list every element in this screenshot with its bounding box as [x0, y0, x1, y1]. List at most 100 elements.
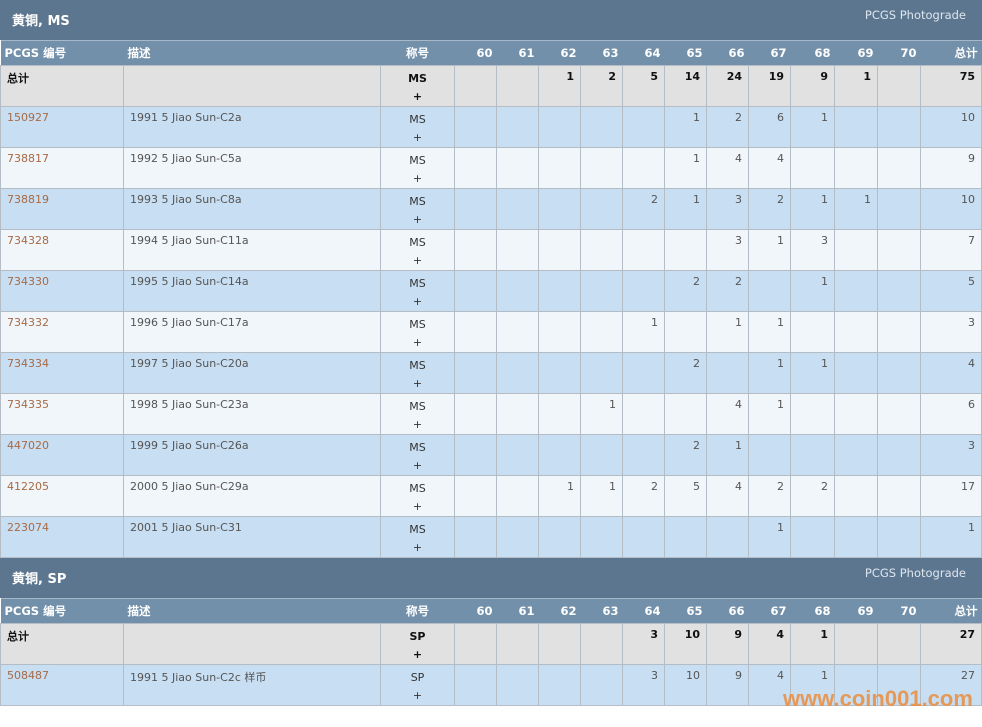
header-grade-67[interactable]: 67	[748, 40, 791, 66]
row-total[interactable]: 3	[920, 311, 982, 353]
header-pcgs-number[interactable]: PCGS 编号	[0, 598, 124, 624]
row-total[interactable]: 3	[920, 434, 982, 476]
photograde-link[interactable]: PCGS Photograde	[864, 566, 966, 580]
grade-65-count[interactable]: 5	[664, 475, 707, 517]
header-grade-61[interactable]: 61	[496, 598, 539, 624]
grade-64-count[interactable]: 3	[622, 623, 665, 665]
row-total[interactable]: 75	[920, 65, 982, 107]
grade-63-count[interactable]: 1	[580, 393, 623, 435]
grade-65-count[interactable]: 10	[664, 623, 707, 665]
grade-67-count[interactable]: 2	[748, 188, 791, 230]
header-description[interactable]: 描述	[123, 40, 381, 66]
row-total[interactable]: 27	[920, 664, 982, 706]
header-pcgs-number[interactable]: PCGS 编号	[0, 40, 124, 66]
plus-toggle[interactable]: +	[412, 689, 423, 702]
grade-62-count[interactable]: 1	[538, 65, 581, 107]
grade-67-count[interactable]: 1	[748, 311, 791, 353]
grade-68-count[interactable]: 1	[790, 352, 835, 394]
row-total[interactable]: 1	[920, 516, 982, 558]
plus-toggle[interactable]: +	[412, 131, 423, 144]
header-grade-63[interactable]: 63	[580, 598, 623, 624]
grade-67-count[interactable]: 1	[748, 229, 791, 271]
grade-67-count[interactable]: 1	[748, 352, 791, 394]
header-grade-70[interactable]: 70	[877, 40, 921, 66]
grade-66-count[interactable]: 9	[706, 623, 749, 665]
plus-toggle[interactable]: +	[412, 213, 423, 226]
header-grade-63[interactable]: 63	[580, 40, 623, 66]
grade-67-count[interactable]: 19	[748, 65, 791, 107]
grade-68-count[interactable]: 9	[790, 65, 835, 107]
grade-63-count[interactable]: 1	[580, 475, 623, 517]
grade-68-count[interactable]: 2	[790, 475, 835, 517]
grade-69-count[interactable]: 1	[834, 65, 878, 107]
pcgs-number-link[interactable]: 447020	[7, 439, 49, 452]
grade-65-count[interactable]: 14	[664, 65, 707, 107]
plus-toggle[interactable]: +	[412, 295, 423, 308]
row-total[interactable]: 9	[920, 147, 982, 189]
header-grade-60[interactable]: 60	[454, 598, 497, 624]
header-grade-67[interactable]: 67	[748, 598, 791, 624]
plus-toggle[interactable]: +	[412, 336, 423, 349]
grade-65-count[interactable]: 1	[664, 106, 707, 148]
pcgs-number-link[interactable]: 734328	[7, 234, 49, 247]
plus-toggle[interactable]: +	[412, 254, 423, 267]
grade-68-count[interactable]: 1	[790, 188, 835, 230]
grade-67-count[interactable]: 1	[748, 393, 791, 435]
header-grade-66[interactable]: 66	[706, 40, 749, 66]
header-grade-62[interactable]: 62	[538, 40, 581, 66]
grade-66-count[interactable]: 4	[706, 147, 749, 189]
grade-66-count[interactable]: 24	[706, 65, 749, 107]
grade-65-count[interactable]: 2	[664, 434, 707, 476]
header-grade-64[interactable]: 64	[622, 598, 665, 624]
row-total[interactable]: 7	[920, 229, 982, 271]
grade-69-count[interactable]: 1	[834, 188, 878, 230]
plus-toggle[interactable]: +	[412, 90, 423, 103]
header-designation[interactable]: 称号	[380, 40, 455, 66]
plus-toggle[interactable]: +	[412, 418, 423, 431]
grade-66-count[interactable]: 2	[706, 106, 749, 148]
row-total[interactable]: 10	[920, 106, 982, 148]
header-grade-69[interactable]: 69	[834, 598, 878, 624]
header-grade-66[interactable]: 66	[706, 598, 749, 624]
pcgs-number-link[interactable]: 734335	[7, 398, 49, 411]
pcgs-number-link[interactable]: 150927	[7, 111, 49, 124]
header-grade-60[interactable]: 60	[454, 40, 497, 66]
grade-64-count[interactable]: 2	[622, 188, 665, 230]
header-grade-70[interactable]: 70	[877, 598, 921, 624]
pcgs-number-link[interactable]: 412205	[7, 480, 49, 493]
header-grade-69[interactable]: 69	[834, 40, 878, 66]
header-description[interactable]: 描述	[123, 598, 381, 624]
header-total[interactable]: 总计	[920, 598, 982, 624]
grade-66-count[interactable]: 2	[706, 270, 749, 312]
pcgs-number-link[interactable]: 508487	[7, 669, 49, 682]
grade-65-count[interactable]: 10	[664, 664, 707, 706]
row-total[interactable]: 17	[920, 475, 982, 517]
row-total[interactable]: 27	[920, 623, 982, 665]
grade-68-count[interactable]: 1	[790, 106, 835, 148]
grade-65-count[interactable]: 2	[664, 352, 707, 394]
grade-64-count[interactable]: 3	[622, 664, 665, 706]
grade-68-count[interactable]: 3	[790, 229, 835, 271]
grade-66-count[interactable]: 9	[706, 664, 749, 706]
pcgs-number-link[interactable]: 738817	[7, 152, 49, 165]
grade-67-count[interactable]: 4	[748, 623, 791, 665]
pcgs-number-link[interactable]: 734332	[7, 316, 49, 329]
plus-toggle[interactable]: +	[412, 459, 423, 472]
header-grade-62[interactable]: 62	[538, 598, 581, 624]
pcgs-number-link[interactable]: 734334	[7, 357, 49, 370]
grade-65-count[interactable]: 1	[664, 188, 707, 230]
grade-66-count[interactable]: 1	[706, 434, 749, 476]
grade-66-count[interactable]: 1	[706, 311, 749, 353]
grade-62-count[interactable]: 1	[538, 475, 581, 517]
grade-68-count[interactable]: 1	[790, 623, 835, 665]
photograde-link[interactable]: PCGS Photograde	[864, 8, 966, 22]
grade-67-count[interactable]: 6	[748, 106, 791, 148]
grade-67-count[interactable]: 2	[748, 475, 791, 517]
grade-66-count[interactable]: 3	[706, 188, 749, 230]
grade-64-count[interactable]: 5	[622, 65, 665, 107]
grade-65-count[interactable]: 1	[664, 147, 707, 189]
header-total[interactable]: 总计	[920, 40, 982, 66]
grade-65-count[interactable]: 2	[664, 270, 707, 312]
header-grade-64[interactable]: 64	[622, 40, 665, 66]
header-grade-68[interactable]: 68	[790, 598, 835, 624]
